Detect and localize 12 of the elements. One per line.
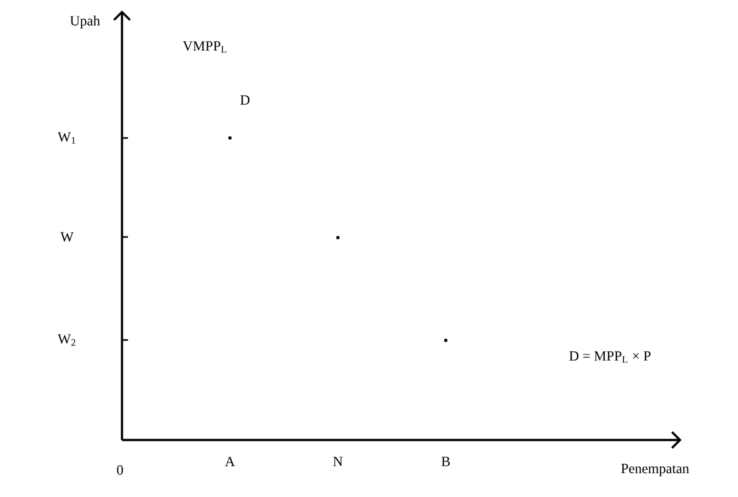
x-tick-label: N [333,456,343,466]
x-tick-label: A [225,456,235,466]
text: 0 [117,465,123,475]
text: D = MPP$_{L}$ × P [569,351,651,363]
text: VMPP$_{L}$ [182,41,226,53]
text: W [60,232,74,242]
text: D [240,95,250,105]
text: W$_{1}$ [58,132,76,144]
text: Penempatan [621,464,690,476]
text: W$_{2}$ [58,334,76,346]
x-tick-label: B [442,456,450,466]
text: Upah [70,16,100,28]
